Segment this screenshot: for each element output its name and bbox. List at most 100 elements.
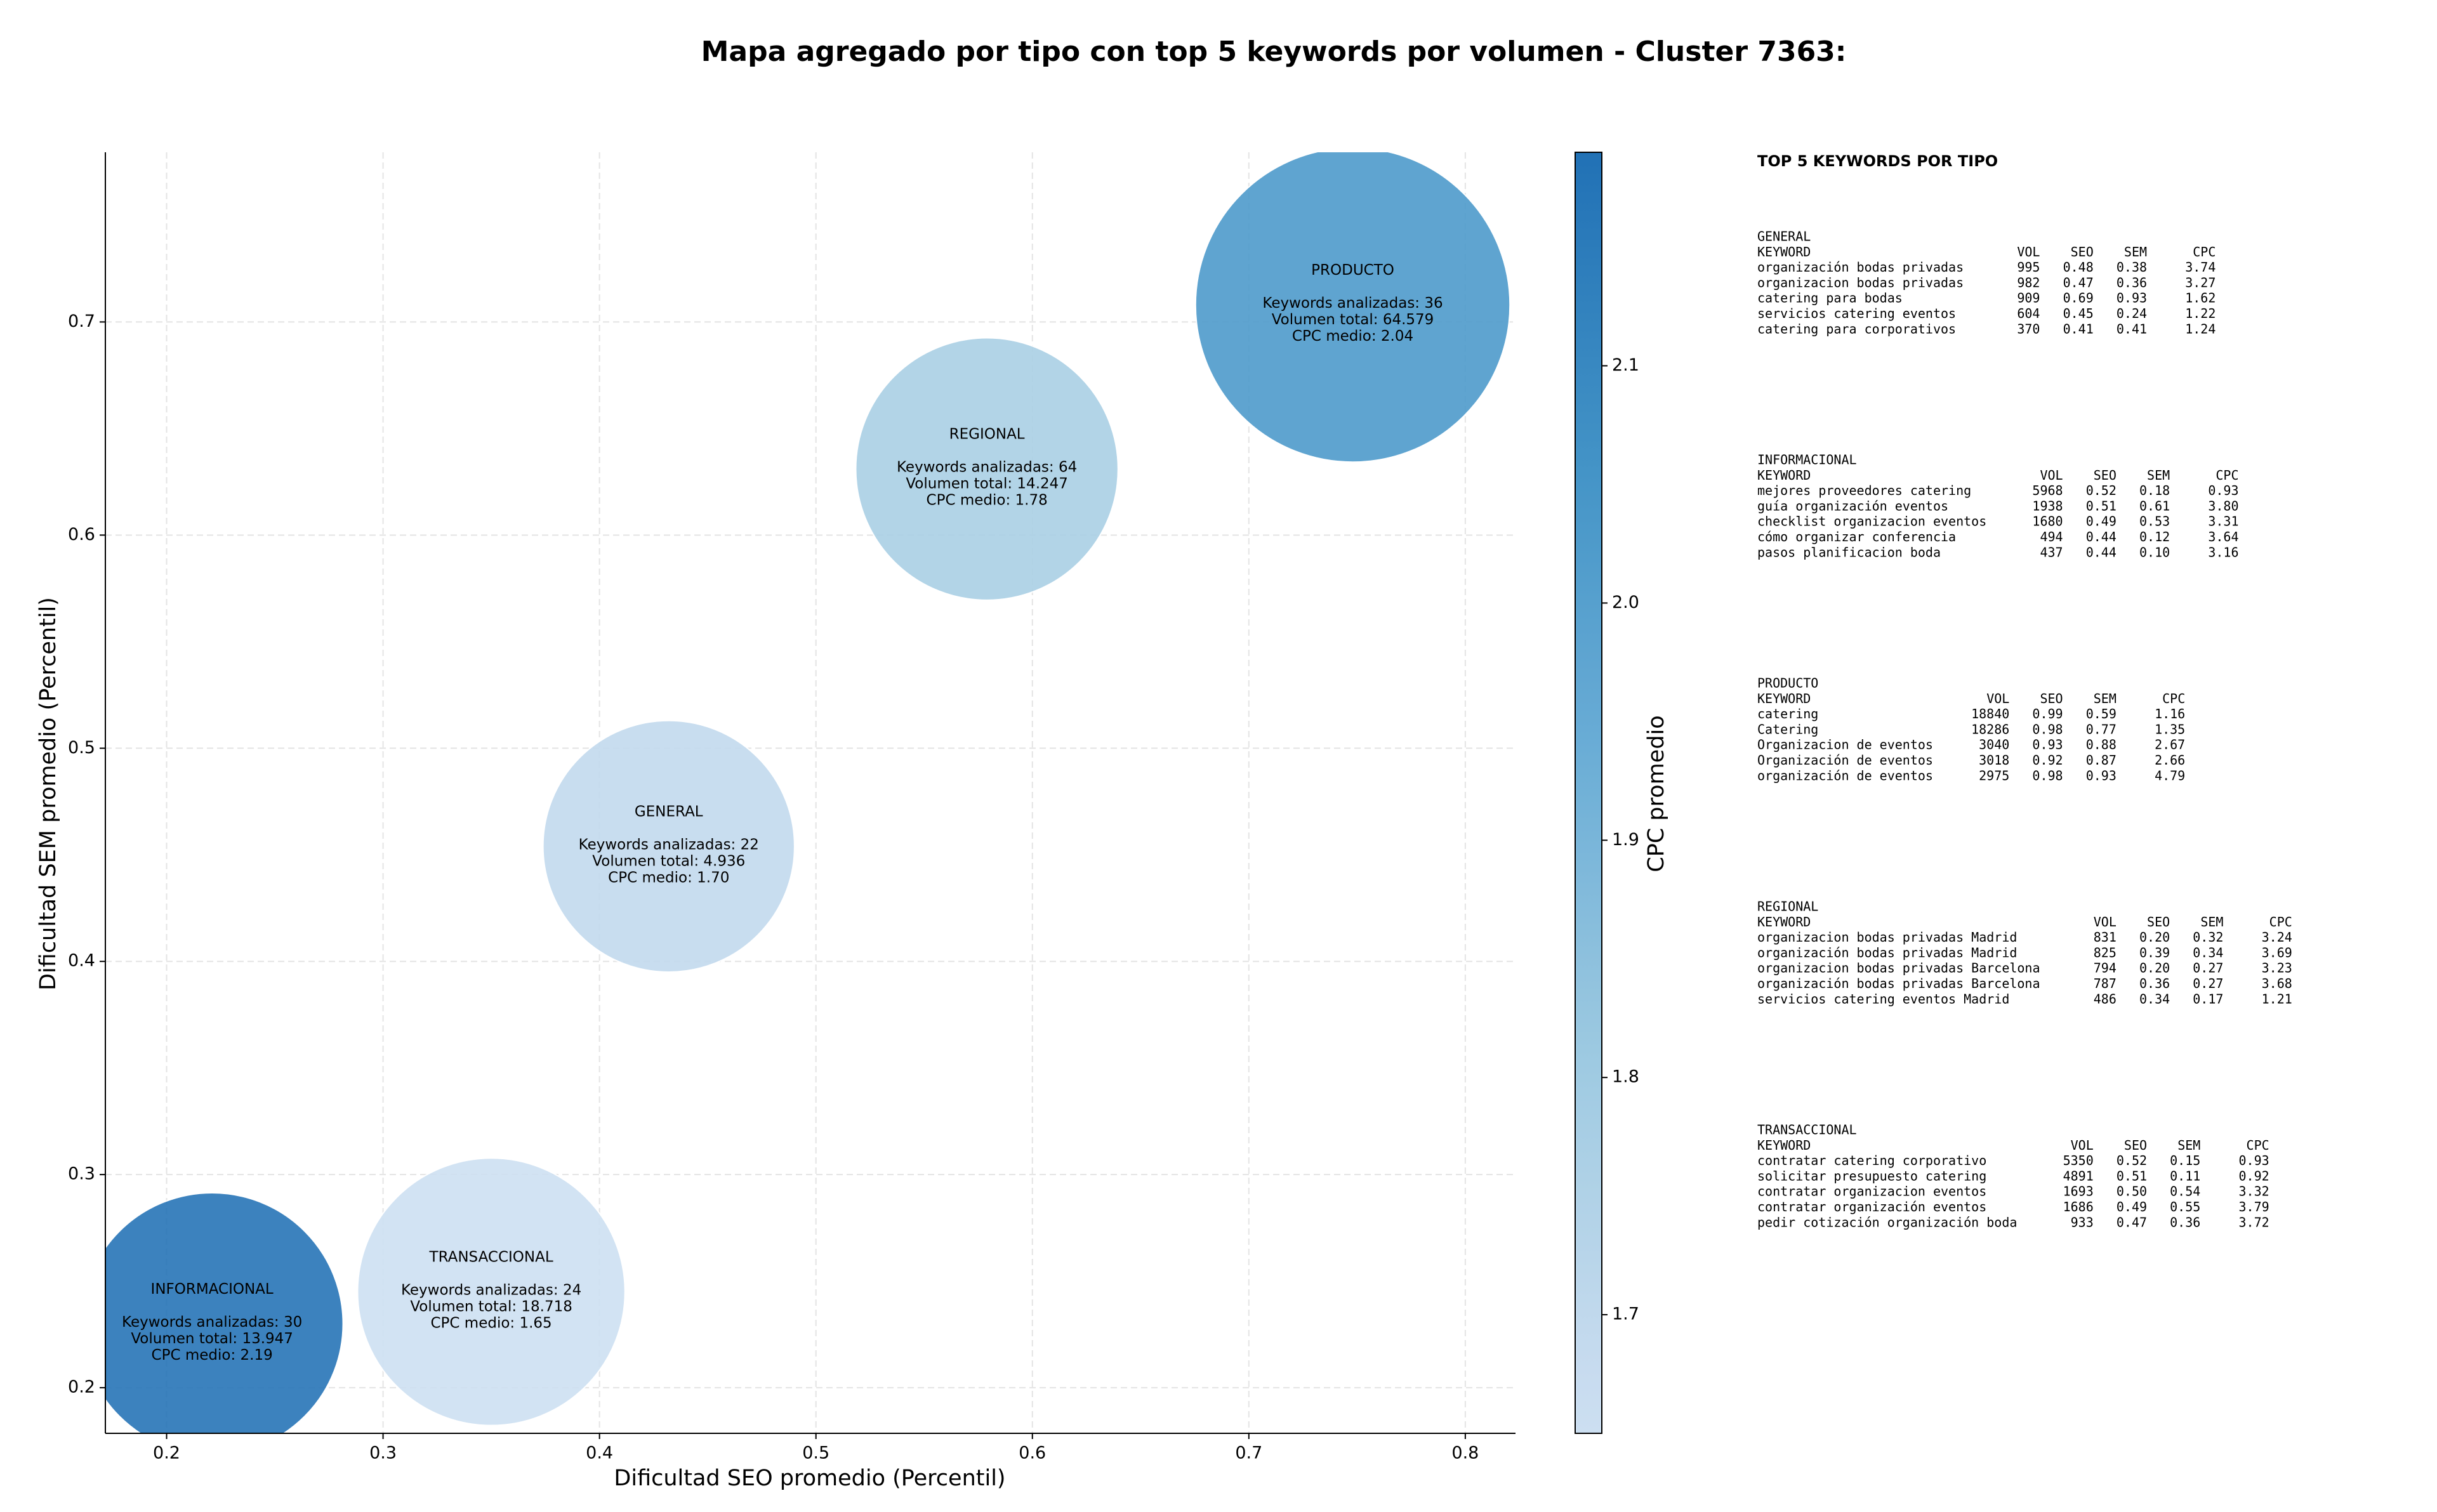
column-header: CPC [2247, 1138, 2269, 1153]
table-cell: 0.92 [2239, 1168, 2269, 1183]
table-cell: 3.72 [2239, 1214, 2269, 1230]
column-header: KEYWORD [1757, 1138, 1811, 1153]
table-cell: 0.32 [2193, 930, 2223, 945]
y-tick-label: 0.2 [68, 1377, 95, 1397]
section-title: TRANSACCIONAL [1757, 1122, 1857, 1138]
table-cell: 4.79 [2155, 768, 2185, 783]
plot-area [105, 152, 1511, 1433]
colorbar-tick-label: 1.9 [1612, 830, 1639, 850]
table-cell: Catering [1757, 721, 1818, 737]
table-cell: 0.12 [2139, 529, 2170, 544]
table-cell: 486 [2094, 991, 2117, 1006]
table-cell: 0.36 [2139, 976, 2170, 991]
y-tick-label: 0.3 [68, 1164, 95, 1184]
table-cell: 0.34 [2193, 945, 2223, 960]
colorbar [1575, 152, 1602, 1434]
table-cell: 0.44 [2086, 544, 2117, 560]
column-header: SEO [2124, 1138, 2147, 1153]
section-title: INFORMACIONAL [1757, 452, 1857, 468]
table-cell: 5350 [2063, 1153, 2094, 1168]
table-cell: organización bodas privadas Barcelona [1757, 976, 2040, 991]
table-cell: organización de eventos [1757, 768, 1933, 783]
y-tick-label: 0.5 [68, 738, 95, 758]
table-cell: 0.20 [2139, 961, 2170, 976]
table-cell: 370 [2017, 321, 2040, 336]
table-cell: 3.69 [2262, 945, 2292, 960]
column-header: VOL [2017, 244, 2040, 260]
bubble-text: CPC medio: 1.65 [431, 1315, 552, 1331]
bubble-label: TRANSACCIONAL [429, 1249, 553, 1265]
x-tick-label: 0.4 [586, 1443, 613, 1463]
table-cell: catering [1757, 706, 1818, 721]
table-cell: 3.24 [2262, 930, 2292, 945]
y-tick-label: 0.7 [68, 312, 95, 331]
column-header: VOL [2071, 1138, 2094, 1153]
table-cell: 0.41 [2117, 321, 2147, 336]
bubble-text: CPC medio: 1.70 [608, 869, 729, 886]
table-cell: organizacion bodas privadas Barcelona [1757, 961, 2040, 976]
table-cell: 1.35 [2155, 721, 2185, 737]
table-cell: 0.20 [2139, 930, 2170, 945]
x-tick-label: 0.8 [1451, 1443, 1479, 1463]
table-cell: 3.68 [2262, 976, 2292, 991]
table-cell: catering para corporativos [1757, 321, 1956, 336]
column-header: CPC [2193, 244, 2216, 260]
bubble-text: Keywords analizadas: 22 [579, 836, 759, 853]
bubble-text: Keywords analizadas: 64 [897, 459, 1077, 476]
table-cell: 0.49 [2086, 514, 2117, 529]
panel-title: TOP 5 KEYWORDS POR TIPO [1757, 152, 1998, 170]
table-cell: 0.88 [2086, 737, 2117, 753]
table-cell: contratar catering corporativo [1757, 1153, 1986, 1168]
bubble-label: REGIONAL [949, 426, 1025, 443]
colorbar-tick-label: 1.7 [1612, 1305, 1639, 1324]
colorbar-tick-label: 2.1 [1612, 355, 1639, 375]
colorbar-tick-label: 2.0 [1612, 593, 1639, 612]
table-cell: 933 [2071, 1214, 2094, 1230]
bubble-text: CPC medio: 2.04 [1292, 328, 1413, 345]
table-cell: organización bodas privadas Madrid [1757, 945, 2017, 960]
column-header: CPC [2269, 914, 2292, 930]
table-cell: 3.32 [2239, 1184, 2269, 1199]
table-cell: 0.39 [2139, 945, 2170, 960]
table-cell: 0.45 [2063, 306, 2094, 321]
table-cell: organización bodas privadas [1757, 260, 1964, 275]
column-header: SEM [2200, 914, 2223, 930]
table-cell: mejores proveedores catering [1757, 483, 1971, 498]
table-cell: organizacion bodas privadas [1757, 275, 1964, 290]
column-header: SEO [2071, 244, 2094, 260]
table-cell: 0.18 [2139, 483, 2170, 498]
table-cell: 0.38 [2117, 260, 2147, 275]
table-cell: 0.87 [2086, 753, 2117, 768]
table-cell: 0.17 [2193, 991, 2223, 1006]
column-header: KEYWORD [1757, 691, 1811, 706]
table-cell: 0.51 [2117, 1168, 2147, 1183]
bubble-text: Volumen total: 64.579 [1272, 312, 1434, 328]
bubble-text: Volumen total: 13.947 [131, 1331, 293, 1347]
table-cell: 982 [2017, 275, 2040, 290]
y-tick-label: 0.6 [68, 525, 95, 544]
bubble [855, 337, 1119, 601]
bubble-text: CPC medio: 1.78 [927, 492, 1048, 509]
bubble [542, 720, 795, 973]
column-header: SEO [2094, 468, 2117, 483]
table-cell: 4891 [2063, 1168, 2094, 1183]
table-cell: 0.48 [2063, 260, 2094, 275]
y-axis-label: Dificultad SEM promedio (Percentil) [36, 597, 61, 990]
table-cell: 3018 [1979, 753, 2009, 768]
table-cell: 5968 [2032, 483, 2063, 498]
table-cell: 18840 [1971, 706, 2009, 721]
section-title: REGIONAL [1757, 899, 1818, 914]
table-cell: 0.69 [2063, 291, 2094, 306]
x-tick-label: 0.5 [802, 1443, 829, 1463]
bubble-text: Keywords analizadas: 24 [401, 1282, 581, 1298]
bubble-text: CPC medio: 2.19 [152, 1347, 273, 1364]
table-cell: 0.49 [2117, 1199, 2147, 1214]
column-header: SEM [2177, 1138, 2200, 1153]
section-title: PRODUCTO [1757, 676, 1818, 691]
table-cell: 0.51 [2086, 498, 2117, 513]
table-cell: contratar organización eventos [1757, 1199, 1986, 1214]
table-cell: 0.41 [2063, 321, 2094, 336]
table-cell: organizacion bodas privadas Madrid [1757, 930, 2017, 945]
table-cell: 0.92 [2032, 753, 2063, 768]
